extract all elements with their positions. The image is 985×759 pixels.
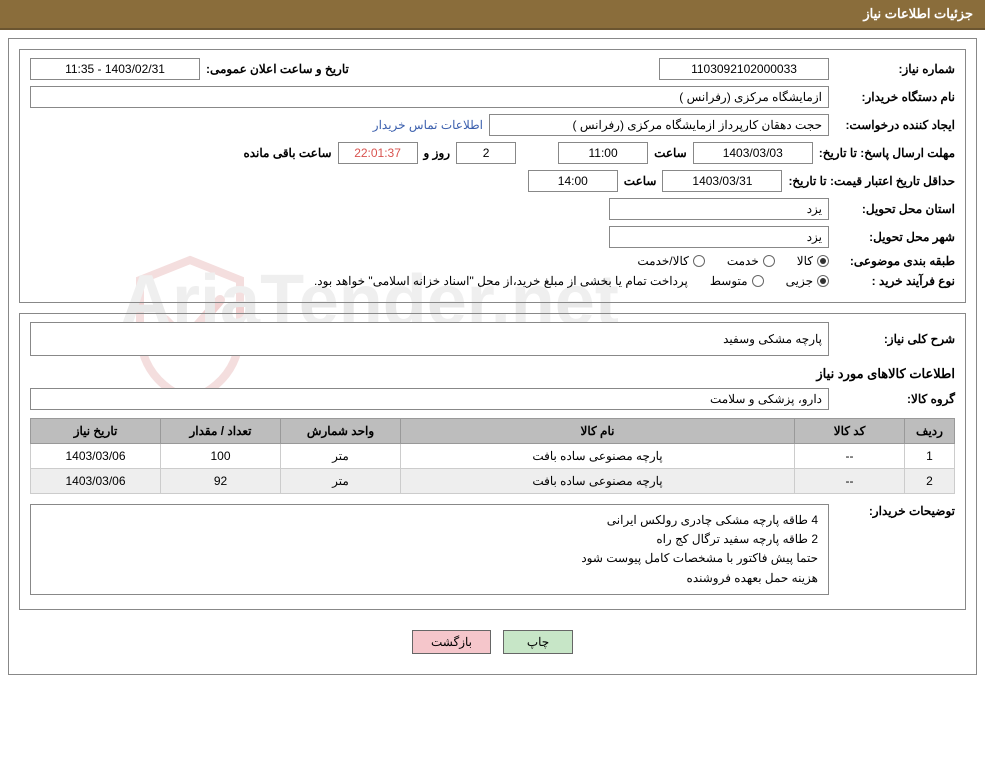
radio-goods-icon [817,255,829,267]
buyer-device-field: ازمایشگاه مرکزی (رفرانس ) [30,86,829,108]
buyer-notes-label: توضیحات خریدار: [835,504,955,518]
radio-medium-icon [752,275,764,287]
top-info-section: شماره نیاز: 1103092102000033 تاریخ و ساع… [19,49,966,303]
row-process: نوع فرآیند خرید : جزیی متوسط پرداخت تمام… [30,274,955,288]
requester-label: ایجاد کننده درخواست: [835,118,955,132]
buyer-notes-box: 4 طاقه پارچه مشکی چادری رولکس ایرانی 2 ط… [30,504,829,595]
min-validity-date-field: 1403/03/31 [662,170,782,192]
general-desc-label: شرح کلی نیاز: [835,332,955,346]
th-code: کد کالا [795,419,905,444]
th-unit: واحد شمارش [281,419,401,444]
row-items-title: اطلاعات کالاهای مورد نیاز [30,366,955,382]
cell-qty: 100 [161,444,281,469]
th-date: تاریخ نیاز [31,419,161,444]
radio-service-label: خدمت [727,254,759,268]
content-wrapper: شماره نیاز: 1103092102000033 تاریخ و ساع… [8,38,977,675]
table-header-row: ردیف کد کالا نام کالا واحد شمارش تعداد /… [31,419,955,444]
group-field: دارو، پزشکی و سلامت [30,388,829,410]
cell-unit: متر [281,444,401,469]
general-desc-field: پارچه مشکی وسفید [30,322,829,356]
buyer-note-line: 2 طاقه پارچه سفید ترگال کج راه [41,530,818,549]
back-button[interactable]: بازگشت [412,630,491,654]
cell-date: 1403/03/06 [31,469,161,494]
deadline-time-field: 11:00 [558,142,648,164]
radio-goods[interactable]: کالا [797,254,829,268]
header-title: جزئیات اطلاعات نیاز [863,6,973,21]
radio-goods-label: کالا [797,254,813,268]
cell-row: 2 [905,469,955,494]
cell-unit: متر [281,469,401,494]
remaining-label: ساعت باقی مانده [243,146,331,160]
process-label: نوع فرآیند خرید : [835,274,955,288]
delivery-city-field: یزد [609,226,829,248]
print-button[interactable]: چاپ [503,630,573,654]
min-validity-label: حداقل تاریخ اعتبار قیمت: تا تاریخ: [788,174,955,188]
delivery-province-field: یزد [609,198,829,220]
th-row: ردیف [905,419,955,444]
need-number-label: شماره نیاز: [835,62,955,76]
radio-service-icon [763,255,775,267]
cell-qty: 92 [161,469,281,494]
deadline-hour-label: ساعت [654,146,687,160]
page-header: جزئیات اطلاعات نیاز [0,0,985,30]
announce-label: تاریخ و ساعت اعلان عمومی: [206,62,349,76]
row-group: گروه کالا: دارو، پزشکی و سلامت [30,388,955,410]
row-deadline: مهلت ارسال پاسخ: تا تاریخ: 1403/03/03 سا… [30,142,955,164]
cell-date: 1403/03/06 [31,444,161,469]
delivery-city-label: شهر محل تحویل: [835,230,955,244]
deadline-date-field: 1403/03/03 [693,142,813,164]
cell-code: -- [795,469,905,494]
radio-goods-service[interactable]: کالا/خدمت [637,254,704,268]
row-delivery-city: شهر محل تحویل: یزد [30,226,955,248]
table-row: 2 -- پارچه مصنوعی ساده بافت متر 92 1403/… [31,469,955,494]
row-general-desc: شرح کلی نیاز: پارچه مشکی وسفید [30,322,955,356]
radio-partial[interactable]: جزیی [786,274,829,288]
group-label: گروه کالا: [835,392,955,406]
button-row: چاپ بازگشت [19,620,966,664]
radio-goods-service-icon [693,255,705,267]
min-validity-time-field: 14:00 [528,170,618,192]
requester-field: حجت دهقان کارپرداز ازمایشگاه مرکزی (رفرا… [489,114,829,136]
delivery-province-label: استان محل تحویل: [835,202,955,216]
countdown-field: 22:01:37 [338,142,418,164]
row-buyer-device: نام دستگاه خریدار: ازمایشگاه مرکزی (رفرا… [30,86,955,108]
days-count-field: 2 [456,142,516,164]
need-details-section: شرح کلی نیاز: پارچه مشکی وسفید اطلاعات ک… [19,313,966,610]
deadline-label: مهلت ارسال پاسخ: تا تاریخ: [819,146,955,160]
cell-name: پارچه مصنوعی ساده بافت [401,469,795,494]
buyer-note-line: حتما پیش فاکتور با مشخصات کامل پیوست شود [41,549,818,568]
row-classification: طبقه بندی موضوعی: کالا خدمت کالا/خدمت [30,254,955,268]
buyer-note-line: 4 طاقه پارچه مشکی چادری رولکس ایرانی [41,511,818,530]
min-validity-hour-label: ساعت [624,174,657,188]
buyer-device-label: نام دستگاه خریدار: [835,90,955,104]
radio-partial-icon [817,275,829,287]
radio-goods-service-label: کالا/خدمت [637,254,688,268]
buyer-note-line: هزینه حمل بعهده فروشنده [41,569,818,588]
row-requester: ایجاد کننده درخواست: حجت دهقان کارپرداز … [30,114,955,136]
th-name: نام کالا [401,419,795,444]
class-label: طبقه بندی موضوعی: [835,254,955,268]
process-note: پرداخت تمام یا بخشی از مبلغ خرید،از محل … [314,274,688,288]
th-qty: تعداد / مقدار [161,419,281,444]
days-and-label: روز و [424,146,451,160]
row-delivery-province: استان محل تحویل: یزد [30,198,955,220]
table-row: 1 -- پارچه مصنوعی ساده بافت متر 100 1403… [31,444,955,469]
cell-name: پارچه مصنوعی ساده بافت [401,444,795,469]
cell-row: 1 [905,444,955,469]
radio-medium[interactable]: متوسط [710,274,764,288]
radio-medium-label: متوسط [710,274,748,288]
buyer-contact-link[interactable]: اطلاعات تماس خریدار [373,118,483,132]
items-title: اطلاعات کالاهای مورد نیاز [816,366,955,382]
radio-partial-label: جزیی [786,274,813,288]
row-buyer-notes: توضیحات خریدار: 4 طاقه پارچه مشکی چادری … [30,504,955,595]
announce-field: 1403/02/31 - 11:35 [30,58,200,80]
cell-code: -- [795,444,905,469]
row-need-number: شماره نیاز: 1103092102000033 تاریخ و ساع… [30,58,955,80]
items-table: ردیف کد کالا نام کالا واحد شمارش تعداد /… [30,418,955,494]
need-number-field: 1103092102000033 [659,58,829,80]
row-min-validity: حداقل تاریخ اعتبار قیمت: تا تاریخ: 1403/… [30,170,955,192]
radio-service[interactable]: خدمت [727,254,775,268]
